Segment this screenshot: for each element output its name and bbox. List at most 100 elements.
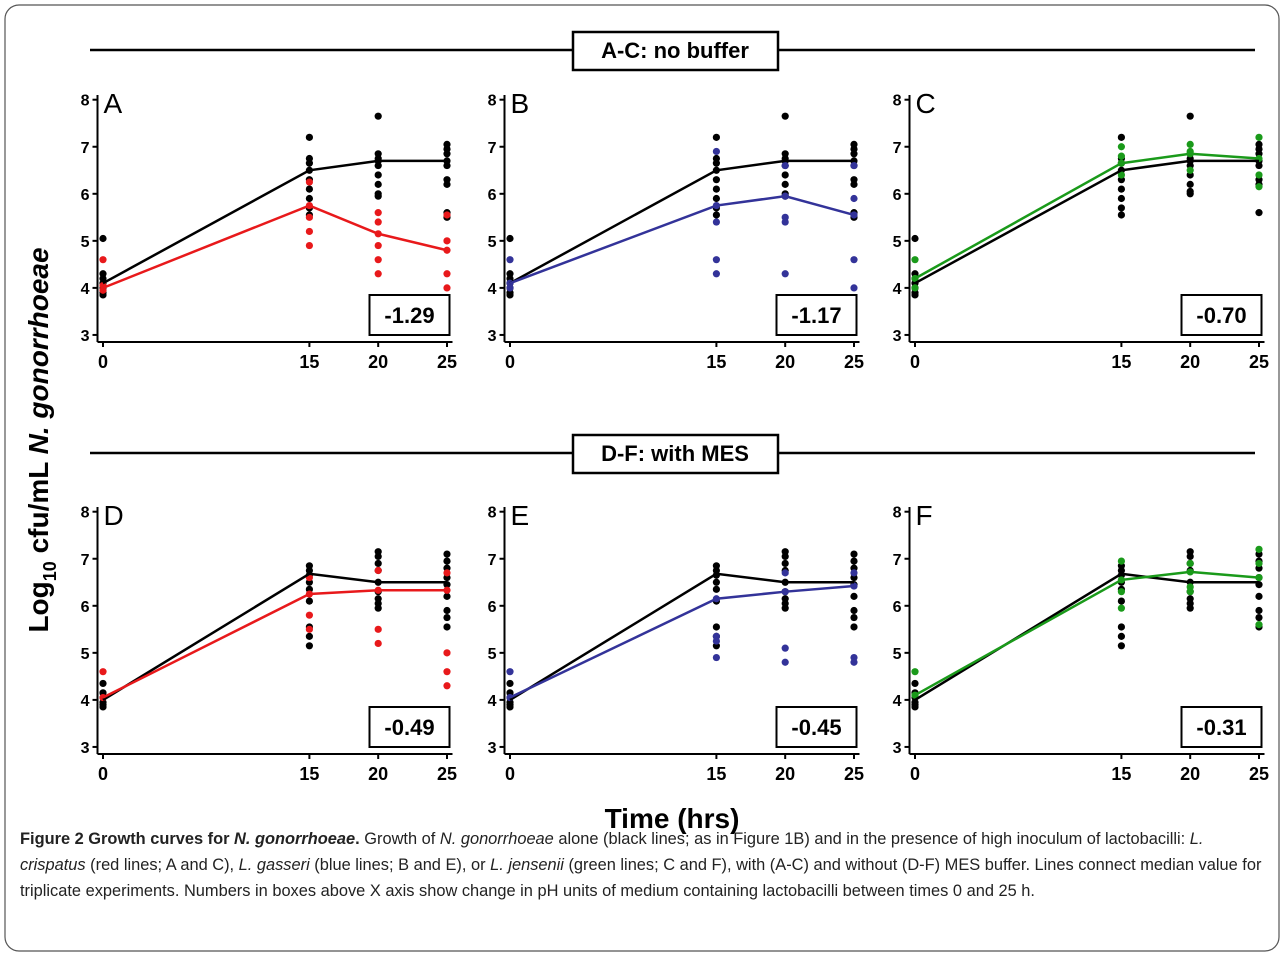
y-tick-label: 5 — [81, 646, 90, 663]
median-line — [509, 584, 855, 699]
data-point — [712, 578, 720, 586]
data-point — [850, 161, 858, 170]
data-point — [443, 557, 451, 565]
y-tick-label: 6 — [81, 599, 90, 616]
caption-text: (green lines; C and F), with (A-C) and w… — [20, 856, 1262, 900]
data-point — [1117, 152, 1125, 160]
data-point — [374, 192, 382, 200]
y-tick-label: 3 — [893, 740, 902, 757]
y-tick-label: 8 — [81, 505, 90, 522]
y-tick-label: 7 — [488, 140, 497, 157]
y-label-part: Log — [23, 581, 54, 632]
y-tick-label: 6 — [893, 599, 902, 616]
x-tick-label: 25 — [844, 352, 864, 372]
y-tick-label: 3 — [81, 328, 90, 345]
header: A-C: no buffer — [601, 38, 749, 63]
data-point — [850, 194, 858, 203]
data-point — [1186, 112, 1194, 120]
data-point — [305, 625, 313, 633]
caption-text: N. gonorrhoeae — [439, 830, 554, 848]
y-tick-label: 6 — [488, 187, 497, 204]
data-point — [850, 592, 858, 600]
panel-label: D — [104, 500, 124, 531]
data-point — [443, 550, 451, 558]
data-point — [506, 284, 514, 292]
data-point — [305, 178, 313, 186]
data-point — [781, 171, 789, 179]
data-point — [1117, 171, 1125, 179]
caption-text: L. gasseri — [238, 856, 310, 874]
data-point — [374, 639, 382, 648]
data-point — [1255, 592, 1263, 600]
data-point — [1117, 143, 1125, 151]
y-tick-label: 3 — [81, 740, 90, 757]
y-tick-label: 8 — [893, 505, 902, 522]
caption-text: alone (black lines; as in Figure 1B) and… — [553, 830, 1190, 848]
annotation-box — [775, 294, 858, 336]
median-line — [509, 159, 854, 285]
median-line — [509, 194, 855, 285]
data-point — [712, 185, 720, 193]
data-point — [712, 623, 720, 631]
data-point — [1186, 552, 1194, 561]
data-point — [712, 176, 720, 184]
data-point — [443, 569, 451, 577]
y-tick-label: 7 — [893, 140, 902, 157]
data-point — [850, 557, 858, 565]
data-point — [781, 112, 789, 120]
data-point — [443, 161, 451, 170]
x-tick-label: 0 — [910, 352, 920, 372]
data-point — [374, 566, 382, 575]
data-point — [712, 194, 720, 203]
y-label-sub: 10 — [40, 561, 60, 581]
data-point — [443, 211, 451, 219]
y-tick-label: 4 — [893, 281, 902, 298]
data-point — [305, 241, 313, 250]
x-tick-label: 15 — [299, 764, 319, 784]
annotation: -0.45 — [791, 715, 841, 740]
y-tick-label: 5 — [488, 646, 497, 663]
data-point — [443, 270, 451, 278]
data-point — [911, 234, 919, 243]
panel-label: A — [104, 88, 123, 119]
data-point — [712, 218, 720, 226]
data-point — [305, 133, 313, 141]
y-tick-label: 5 — [488, 234, 497, 251]
data-point — [99, 234, 107, 243]
y-tick-label: 4 — [488, 693, 497, 710]
data-point — [506, 256, 514, 264]
y-tick-label: 4 — [81, 693, 90, 710]
data-point — [1186, 190, 1194, 198]
x-tick-label: 20 — [1180, 764, 1200, 784]
data-point — [443, 237, 451, 245]
annotation-box — [1180, 294, 1263, 336]
median-line — [102, 589, 447, 699]
annotation: -1.29 — [384, 303, 434, 328]
x-tick-label: 0 — [505, 764, 515, 784]
caption-text: (blue lines; B and E), or — [309, 856, 491, 874]
data-point — [1117, 623, 1125, 631]
caption-text: Growth of — [359, 830, 440, 848]
data-point — [1186, 604, 1194, 612]
data-point — [781, 161, 789, 170]
data-point — [1186, 166, 1194, 174]
x-tick-label: 15 — [706, 352, 726, 372]
data-point — [443, 592, 451, 600]
data-point — [1117, 133, 1125, 141]
data-point — [911, 703, 919, 711]
x-tick-label: 25 — [844, 764, 864, 784]
data-point — [374, 180, 382, 188]
annotation: -1.17 — [791, 303, 841, 328]
x-tick-label: 25 — [1249, 352, 1269, 372]
median-line — [509, 572, 854, 701]
y-tick-label: 4 — [488, 281, 497, 298]
data-point — [443, 284, 451, 292]
data-point — [443, 682, 451, 690]
caption: Figure 2 Growth curves for N. gonorrhoea… — [20, 826, 1265, 904]
panel-label: B — [511, 88, 530, 119]
data-point — [99, 256, 107, 264]
median-line — [102, 572, 447, 701]
data-point — [781, 559, 789, 568]
y-label-part: cfu/mL — [23, 454, 54, 561]
